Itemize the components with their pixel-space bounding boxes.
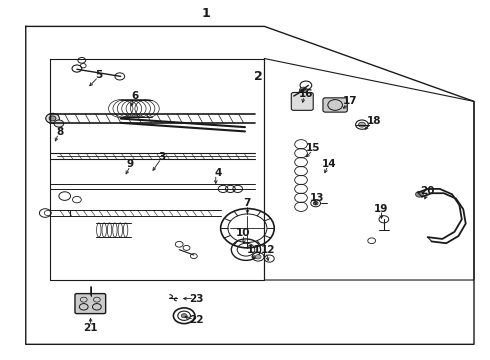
Text: 4: 4 xyxy=(215,168,222,178)
Text: 6: 6 xyxy=(132,91,139,101)
FancyBboxPatch shape xyxy=(75,294,106,314)
Circle shape xyxy=(54,120,64,127)
Text: 23: 23 xyxy=(189,294,203,303)
Circle shape xyxy=(313,202,318,205)
Text: 12: 12 xyxy=(261,246,276,255)
Text: 19: 19 xyxy=(374,203,389,213)
FancyBboxPatch shape xyxy=(291,93,313,111)
FancyBboxPatch shape xyxy=(323,98,347,112)
Circle shape xyxy=(255,255,261,259)
Circle shape xyxy=(416,192,423,197)
Text: 9: 9 xyxy=(127,159,134,169)
Text: 8: 8 xyxy=(56,127,64,137)
Circle shape xyxy=(46,113,59,123)
Circle shape xyxy=(359,122,366,127)
Text: 10: 10 xyxy=(236,228,251,238)
Circle shape xyxy=(181,314,187,318)
Circle shape xyxy=(299,87,307,93)
Circle shape xyxy=(49,116,56,121)
Text: 11: 11 xyxy=(246,246,261,255)
Text: 21: 21 xyxy=(83,323,98,333)
Text: 22: 22 xyxy=(189,315,203,325)
Text: 3: 3 xyxy=(159,152,166,162)
Text: 17: 17 xyxy=(343,96,357,107)
Text: 14: 14 xyxy=(322,159,337,169)
Text: 16: 16 xyxy=(298,89,313,99)
Text: 15: 15 xyxy=(306,143,320,153)
Text: 13: 13 xyxy=(310,193,324,203)
Text: 2: 2 xyxy=(254,70,263,83)
Text: 7: 7 xyxy=(244,198,251,208)
Text: 18: 18 xyxy=(367,116,381,126)
Text: 5: 5 xyxy=(95,69,102,80)
Text: 20: 20 xyxy=(420,186,435,196)
Text: 1: 1 xyxy=(202,8,210,21)
